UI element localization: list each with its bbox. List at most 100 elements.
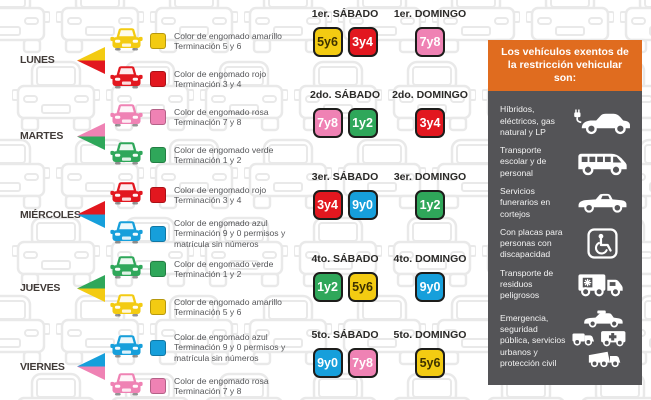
exempt-item-transporte-escolar: Transporte escolar y de personal: [500, 145, 632, 179]
car-icon: [110, 219, 143, 249]
engomado-color-chip-red: [150, 71, 166, 87]
background-car-icon: [244, 294, 332, 366]
sunday-badges: 3y4: [415, 108, 445, 138]
exempt-item-label: Emergencia, seguridad pública, servicios…: [500, 313, 566, 368]
engomado-description: Color de engomado verde Terminación 1 y 2: [174, 145, 302, 166]
background-car-icon: [205, 372, 283, 400]
engomado-description: Color de engomado rosa Terminación 7 y 8: [174, 376, 302, 397]
sunday-column-1: 1er. DOMINGO 7y8: [390, 8, 470, 57]
exempt-item-con-placas: Con placas para personas con discapacida…: [500, 227, 632, 261]
engomado-description: Color de engomado rojo Terminación 3 y 4: [174, 69, 302, 90]
exempt-panel-title: Los vehículos exentos de la restricción …: [488, 40, 642, 92]
engomado-entries-martes: Color de engomado rosa Terminación 7 y 8 …: [110, 102, 302, 170]
saturday-badges: 7y8 1y2: [312, 108, 378, 138]
background-car-icon: [150, 294, 238, 366]
engomado-entry: Color de engomado rosa Terminación 7 y 8: [110, 102, 302, 132]
engomado-entry: Color de engomado rojo Terminación 3 y 4: [110, 64, 302, 94]
plate-badge-blue: 9y0: [312, 348, 343, 378]
car-icon-red: [110, 182, 143, 205]
engomado-termination: Terminación 9 y 0 permisos y matrícula s…: [174, 342, 286, 363]
exempt-item-label: Con placas para personas con discapacida…: [500, 227, 563, 260]
saturday-header: 4to. SÁBADO: [311, 253, 379, 265]
day-label-miercoles: MIÉRCOLES: [20, 208, 81, 221]
saturday-badges: 9y0 7y8: [312, 348, 378, 378]
plate-badge-blue: 9y0: [415, 272, 445, 302]
engomado-entry: Color de engomado azul Terminación 9 y 0 …: [110, 218, 302, 249]
day-label-jueves: JUEVES: [20, 282, 61, 294]
sunday-column-4: 4to. DOMINGO 9y0: [390, 253, 470, 302]
background-car-icon: [150, 0, 238, 54]
day-row-lunes: LUNES Color de engomado amarillo Terminac…: [20, 26, 320, 94]
engomado-termination: Terminación 5 y 6: [174, 41, 242, 51]
plate-badge-yellow: 5y6: [312, 27, 343, 57]
day-triangle-lunes: [77, 46, 105, 74]
car-icon: [110, 180, 143, 210]
engomado-termination: Terminación 7 y 8: [174, 117, 242, 127]
day-triangle-miercoles: [77, 201, 105, 229]
plate-badge-blue: 9y0: [347, 190, 378, 220]
electric-car-icon: [572, 108, 632, 135]
day-triangle-viernes: [77, 353, 105, 381]
car-icon: [110, 140, 143, 170]
background-car-icon: [0, 138, 50, 210]
weekend-group-5: 5to. SÁBADO 9y0 7y8 5to. DOMINGO 5y6: [308, 329, 470, 378]
engomado-entry: Color de engomado amarillo Terminación 5 …: [110, 26, 302, 56]
saturday-column-3: 3er. SÁBADO 3y4 9y0: [308, 171, 382, 220]
engomado-color-chip-green: [150, 147, 166, 163]
day-row-martes: MARTES Color de engomado rosa Terminación…: [20, 102, 320, 170]
day-triangle-martes: [77, 122, 105, 150]
engomado-color-chip-pink: [150, 109, 166, 125]
engomado-title: Color de engomado amarillo: [174, 30, 282, 41]
engomado-description: Color de engomado amarillo Terminación 5 …: [174, 31, 302, 52]
engomado-title: Color de engomado verde: [174, 144, 274, 155]
hearse-icon: [572, 191, 632, 214]
emergency-vehicles-icon: [572, 309, 632, 373]
exempt-item-label: Servicios funerarios en cortejos: [500, 186, 551, 219]
sunday-badges: 7y8: [415, 27, 445, 57]
car-icon: [110, 102, 143, 132]
car-icon-blue: [110, 334, 143, 358]
engomado-title: Color de engomado azul: [174, 218, 268, 228]
engomado-title: Color de engomado rojo: [174, 184, 267, 195]
engomado-description: Color de engomado rojo Terminación 3 y 4: [174, 185, 302, 206]
engomado-entry: Color de engomado rojo Terminación 3 y 4: [110, 180, 302, 210]
engomado-color-chip-pink: [150, 378, 166, 395]
engomado-entries-lunes: Color de engomado amarillo Terminación 5 …: [110, 26, 302, 94]
day-triangle-icon: [77, 46, 105, 74]
sunday-header: 1er. DOMINGO: [393, 8, 467, 20]
plate-badge-green: 1y2: [347, 108, 378, 138]
sunday-header: 4to. DOMINGO: [393, 253, 467, 265]
sunday-header: 3er. DOMINGO: [393, 171, 467, 183]
engomado-termination: Terminación 1 y 2: [174, 269, 242, 279]
background-car-icon: [200, 60, 288, 132]
day-label-lunes: LUNES: [20, 54, 55, 66]
engomado-entries-viernes: Color de engomado azul Terminación 9 y 0 …: [110, 332, 302, 400]
saturday-badges: 5y6 3y4: [312, 27, 378, 57]
day-triangle-icon: [77, 201, 105, 229]
engomado-entry: Color de engomado rosa Terminación 7 y 8: [110, 371, 302, 400]
day-label-viernes: VIERNES: [20, 360, 65, 373]
day-triangle-icon: [77, 274, 105, 302]
engomado-color-chip-yellow: [150, 299, 166, 315]
engomado-title: Color de engomado azul: [174, 332, 268, 342]
engomado-color-chip-blue: [150, 225, 166, 242]
saturday-header: 2do. SÁBADO: [309, 89, 380, 101]
weekend-group-1: 1er. SÁBADO 5y6 3y4 1er. DOMINGO 7y8: [308, 8, 470, 57]
day-triangle-jueves: [77, 274, 105, 302]
car-icon-pink: [110, 104, 143, 127]
engomado-description: Color de engomado rosa Terminación 7 y 8: [174, 107, 302, 128]
engomado-description: Color de engomado amarillo Terminación 5 …: [174, 297, 302, 318]
exempt-item-emergencia-seguridad: Emergencia, seguridad pública, servicios…: [500, 309, 632, 373]
car-icon: [110, 26, 143, 56]
engomado-color-chip-red: [150, 187, 166, 203]
weekend-group-3: 3er. SÁBADO 3y4 9y0 3er. DOMINGO 1y2: [308, 171, 470, 220]
saturday-header: 5to. SÁBADO: [311, 329, 379, 341]
car-icon-pink: [110, 373, 143, 396]
background-car-icon: [244, 0, 332, 54]
exempt-item-label: Transporte escolar y de personal: [500, 145, 547, 178]
engomado-entry: Color de engomado verde Terminación 1 y 2: [110, 254, 302, 284]
saturday-column-4: 4to. SÁBADO 1y2 5y6: [308, 253, 382, 302]
engomado-termination: Terminación 1 y 2: [174, 155, 242, 165]
